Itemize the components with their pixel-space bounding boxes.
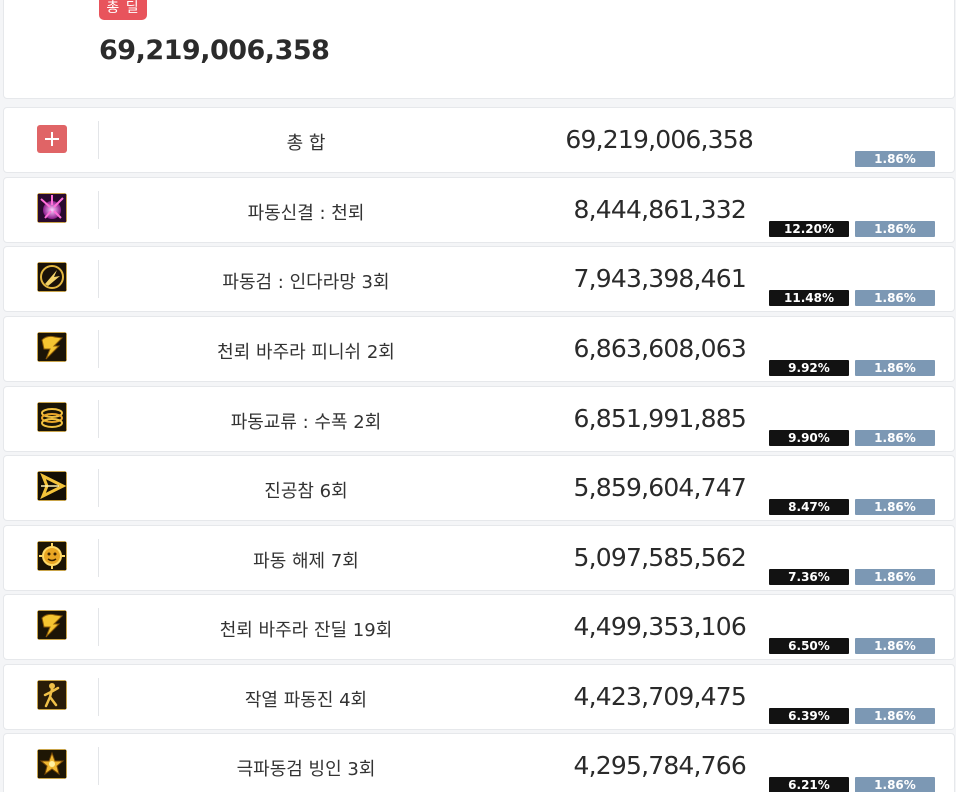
skill-name: 파동 해제 7회 <box>253 551 359 572</box>
divider <box>98 678 99 716</box>
skill-row[interactable]: 파동신결 : 천뢰 8,444,861,332 12.20% 1.86% <box>3 177 955 243</box>
avg-percent-bar: 1.86% <box>855 290 935 306</box>
avg-percent-bar: 1.86% <box>855 777 935 792</box>
skill-damage: 8,444,861,332 <box>573 195 747 224</box>
sun-face-icon <box>37 541 67 571</box>
skill-name: 파동신결 : 천뢰 <box>247 203 365 224</box>
skill-damage: 5,859,604,747 <box>573 473 747 502</box>
skill-name: 진공참 6회 <box>264 481 348 502</box>
divider <box>98 469 99 507</box>
skill-row-total[interactable]: 총 합 69,219,006,358 1.86% <box>3 107 955 173</box>
ring-icon <box>37 402 67 432</box>
share-percent-bar: 6.50% <box>769 638 849 654</box>
skill-damage: 4,295,784,766 <box>573 751 747 780</box>
divider <box>98 608 99 646</box>
divider <box>98 260 99 298</box>
lightning-icon <box>37 610 67 640</box>
skill-name: 극파동검 빙인 3회 <box>236 759 376 780</box>
lightning-icon <box>37 332 67 362</box>
wave-burst-icon <box>37 193 67 223</box>
skill-row[interactable]: 파동교류 : 수폭 2회 6,851,991,885 9.90% 1.86% <box>3 386 955 452</box>
avg-percent-bar: 1.86% <box>855 569 935 585</box>
skill-row[interactable]: 진공참 6회 5,859,604,747 8.47% 1.86% <box>3 455 955 521</box>
skill-damage: 4,423,709,475 <box>573 682 747 711</box>
avg-percent-bar: 1.86% <box>855 430 935 446</box>
divider <box>98 539 99 577</box>
skill-damage: 7,943,398,461 <box>573 264 747 293</box>
divider <box>98 330 99 368</box>
plus-icon[interactable] <box>37 125 67 153</box>
share-percent-bar: 9.90% <box>769 430 849 446</box>
slash-arrow-icon <box>37 471 67 501</box>
skill-name: 파동교류 : 수폭 2회 <box>230 412 382 433</box>
share-percent-bar: 9.92% <box>769 360 849 376</box>
avg-percent-bar: 1.86% <box>855 360 935 376</box>
skill-name: 총 합 <box>286 133 326 154</box>
skill-row[interactable]: 천뢰 바주라 피니쉬 2회 6,863,608,063 9.92% 1.86% <box>3 316 955 382</box>
avg-percent-bar: 1.86% <box>855 638 935 654</box>
total-damage-badge: 총 딜 <box>99 0 147 20</box>
share-percent-bar: 6.21% <box>769 777 849 792</box>
skill-damage: 6,863,608,063 <box>573 334 747 363</box>
skill-damage: 6,851,991,885 <box>573 404 747 433</box>
divider <box>98 747 99 785</box>
avg-percent-bar: 1.86% <box>855 221 935 237</box>
share-percent-bar: 12.20% <box>769 221 849 237</box>
indra-net-icon <box>37 262 67 292</box>
avg-percent-bar: 1.86% <box>855 499 935 515</box>
skill-name: 파동검 : 인다라망 3회 <box>222 272 390 293</box>
skill-row[interactable]: 파동검 : 인다라망 3회 7,943,398,461 11.48% 1.86% <box>3 246 955 312</box>
avg-percent-bar: 1.86% <box>855 708 935 724</box>
share-percent-bar: 8.47% <box>769 499 849 515</box>
skill-name: 천뢰 바주라 피니쉬 2회 <box>217 342 395 363</box>
share-percent-bar: 11.48% <box>769 290 849 306</box>
total-damage-value: 69,219,006,358 <box>99 35 330 66</box>
avg-percent-bar: 1.86% <box>855 151 935 167</box>
skill-damage: 5,097,585,562 <box>573 543 747 572</box>
skill-row[interactable]: 파동 해제 7회 5,097,585,562 7.36% 1.86% <box>3 525 955 591</box>
share-percent-bar: 6.39% <box>769 708 849 724</box>
skill-damage: 4,499,353,106 <box>573 612 747 641</box>
flower-icon <box>37 749 67 779</box>
share-percent-bar: 7.36% <box>769 569 849 585</box>
dancer-icon <box>37 680 67 710</box>
skill-row[interactable]: 천뢰 바주라 잔딜 19회 4,499,353,106 6.50% 1.86% <box>3 594 955 660</box>
skill-name: 천뢰 바주라 잔딜 19회 <box>219 620 393 641</box>
divider <box>98 121 99 159</box>
total-damage-card: 총 딜 69,219,006,358 <box>3 0 955 99</box>
divider <box>98 191 99 229</box>
skill-name: 작열 파동진 4회 <box>244 690 368 711</box>
skill-row[interactable]: 극파동검 빙인 3회 4,295,784,766 6.21% 1.86% <box>3 733 955 792</box>
skill-damage: 69,219,006,358 <box>565 125 753 154</box>
skill-row[interactable]: 작열 파동진 4회 4,423,709,475 6.39% 1.86% <box>3 664 955 730</box>
divider <box>98 400 99 438</box>
